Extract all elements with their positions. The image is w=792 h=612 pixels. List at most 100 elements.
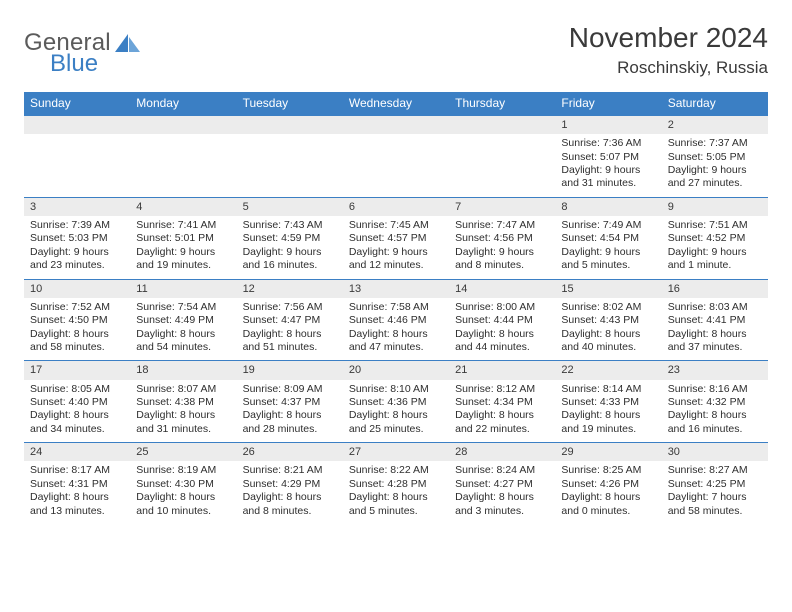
day-cell: Sunrise: 7:43 AMSunset: 4:59 PMDaylight:… xyxy=(237,216,343,279)
daylight-text: Daylight: 9 hours and 12 minutes. xyxy=(349,246,443,273)
daylight-text: Daylight: 8 hours and 22 minutes. xyxy=(455,409,549,436)
daylight-text: Daylight: 8 hours and 25 minutes. xyxy=(349,409,443,436)
sunrise-text: Sunrise: 8:17 AM xyxy=(30,464,124,477)
day-cell: Sunrise: 8:07 AMSunset: 4:38 PMDaylight:… xyxy=(130,380,236,443)
sunset-text: Sunset: 4:44 PM xyxy=(455,314,549,327)
day-number: 1 xyxy=(555,116,661,135)
calendar-table: Sunday Monday Tuesday Wednesday Thursday… xyxy=(24,92,768,524)
brand-line2: Blue xyxy=(50,51,111,76)
sunset-text: Sunset: 5:01 PM xyxy=(136,232,230,245)
sunset-text: Sunset: 4:56 PM xyxy=(455,232,549,245)
sunset-text: Sunset: 4:25 PM xyxy=(668,478,762,491)
sunset-text: Sunset: 4:46 PM xyxy=(349,314,443,327)
sunrise-text: Sunrise: 7:51 AM xyxy=(668,219,762,232)
day-cell: Sunrise: 7:39 AMSunset: 5:03 PMDaylight:… xyxy=(24,216,130,279)
daylight-text: Daylight: 8 hours and 58 minutes. xyxy=(30,328,124,355)
daylight-text: Daylight: 9 hours and 5 minutes. xyxy=(561,246,655,273)
day-cell: Sunrise: 8:19 AMSunset: 4:30 PMDaylight:… xyxy=(130,461,236,524)
day-number: 17 xyxy=(24,361,130,380)
day-number: 14 xyxy=(449,279,555,298)
day-number: 26 xyxy=(237,443,343,462)
weekday-header: Saturday xyxy=(662,92,768,116)
sunrise-text: Sunrise: 8:03 AM xyxy=(668,301,762,314)
day-cell: Sunrise: 8:02 AMSunset: 4:43 PMDaylight:… xyxy=(555,298,661,361)
weekday-header: Thursday xyxy=(449,92,555,116)
day-cell: Sunrise: 7:47 AMSunset: 4:56 PMDaylight:… xyxy=(449,216,555,279)
day-cell: Sunrise: 8:25 AMSunset: 4:26 PMDaylight:… xyxy=(555,461,661,524)
day-cell xyxy=(343,134,449,197)
weekday-header: Sunday xyxy=(24,92,130,116)
day-info-row: Sunrise: 8:17 AMSunset: 4:31 PM Daylight:… xyxy=(24,461,768,524)
sunrise-text: Sunrise: 8:27 AM xyxy=(668,464,762,477)
day-cell: Sunrise: 8:03 AMSunset: 4:41 PMDaylight:… xyxy=(662,298,768,361)
day-cell: Sunrise: 7:49 AMSunset: 4:54 PMDaylight:… xyxy=(555,216,661,279)
sunset-text: Sunset: 4:28 PM xyxy=(349,478,443,491)
day-number xyxy=(237,116,343,135)
brand-logo: General Blue xyxy=(24,22,141,76)
day-cell: Sunrise: 8:05 AMSunset: 4:40 PMDaylight:… xyxy=(24,380,130,443)
day-cell: Sunrise: 8:22 AMSunset: 4:28 PMDaylight:… xyxy=(343,461,449,524)
sunrise-text: Sunrise: 7:47 AM xyxy=(455,219,549,232)
sunrise-text: Sunrise: 8:05 AM xyxy=(30,383,124,396)
day-cell: Sunrise: 7:45 AMSunset: 4:57 PMDaylight:… xyxy=(343,216,449,279)
day-cell xyxy=(24,134,130,197)
sunset-text: Sunset: 4:59 PM xyxy=(243,232,337,245)
day-cell: Sunrise: 7:54 AMSunset: 4:49 PMDaylight:… xyxy=(130,298,236,361)
header: General Blue November 2024 Roschinskiy, … xyxy=(24,22,768,78)
day-cell: Sunrise: 7:52 AMSunset: 4:50 PMDaylight:… xyxy=(24,298,130,361)
daynum-row: 12 xyxy=(24,116,768,135)
day-cell: Sunrise: 8:14 AMSunset: 4:33 PMDaylight:… xyxy=(555,380,661,443)
day-number: 24 xyxy=(24,443,130,462)
day-cell: Sunrise: 8:24 AMSunset: 4:27 PMDaylight:… xyxy=(449,461,555,524)
day-number: 8 xyxy=(555,197,661,216)
sunrise-text: Sunrise: 8:02 AM xyxy=(561,301,655,314)
day-number: 21 xyxy=(449,361,555,380)
sunset-text: Sunset: 5:03 PM xyxy=(30,232,124,245)
daylight-text: Daylight: 9 hours and 27 minutes. xyxy=(668,164,762,191)
sunrise-text: Sunrise: 8:19 AM xyxy=(136,464,230,477)
location-label: Roschinskiy, Russia xyxy=(569,58,768,78)
daylight-text: Daylight: 8 hours and 3 minutes. xyxy=(455,491,549,518)
day-cell: Sunrise: 8:16 AMSunset: 4:32 PMDaylight:… xyxy=(662,380,768,443)
sunrise-text: Sunrise: 8:14 AM xyxy=(561,383,655,396)
sunset-text: Sunset: 4:32 PM xyxy=(668,396,762,409)
sunrise-text: Sunrise: 8:22 AM xyxy=(349,464,443,477)
sunrise-text: Sunrise: 7:52 AM xyxy=(30,301,124,314)
day-info-row: Sunrise: 8:05 AMSunset: 4:40 PMDaylight:… xyxy=(24,380,768,443)
sunrise-text: Sunrise: 7:45 AM xyxy=(349,219,443,232)
day-cell: Sunrise: 8:09 AMSunset: 4:37 PMDaylight:… xyxy=(237,380,343,443)
day-cell: Sunrise: 7:36 AMSunset: 5:07 PMDaylight:… xyxy=(555,134,661,197)
sunrise-text: Sunrise: 7:37 AM xyxy=(668,137,762,150)
sunrise-text: Sunrise: 8:21 AM xyxy=(243,464,337,477)
sunset-text: Sunset: 4:37 PM xyxy=(243,396,337,409)
sunrise-text: Sunrise: 8:24 AM xyxy=(455,464,549,477)
daylight-text: Daylight: 8 hours and 51 minutes. xyxy=(243,328,337,355)
sunrise-text: Sunrise: 8:09 AM xyxy=(243,383,337,396)
sunset-text: Sunset: 4:31 PM xyxy=(30,478,124,491)
weekday-header: Friday xyxy=(555,92,661,116)
sunset-text: Sunset: 4:29 PM xyxy=(243,478,337,491)
weekday-header: Monday xyxy=(130,92,236,116)
brand-sail-icon xyxy=(115,34,141,61)
day-number xyxy=(343,116,449,135)
sunrise-text: Sunrise: 7:36 AM xyxy=(561,137,655,150)
day-number: 22 xyxy=(555,361,661,380)
day-number: 12 xyxy=(237,279,343,298)
daylight-text: Daylight: 8 hours and 5 minutes. xyxy=(349,491,443,518)
day-number: 16 xyxy=(662,279,768,298)
weekday-header-row: Sunday Monday Tuesday Wednesday Thursday… xyxy=(24,92,768,116)
daylight-text: Daylight: 9 hours and 8 minutes. xyxy=(455,246,549,273)
day-number: 19 xyxy=(237,361,343,380)
day-info-row: Sunrise: 7:52 AMSunset: 4:50 PMDaylight:… xyxy=(24,298,768,361)
day-number: 4 xyxy=(130,197,236,216)
day-number: 15 xyxy=(555,279,661,298)
day-number: 11 xyxy=(130,279,236,298)
day-cell: Sunrise: 8:12 AMSunset: 4:34 PMDaylight:… xyxy=(449,380,555,443)
weekday-header: Wednesday xyxy=(343,92,449,116)
daynum-row: 3456789 xyxy=(24,197,768,216)
sunrise-text: Sunrise: 7:49 AM xyxy=(561,219,655,232)
sunrise-text: Sunrise: 8:00 AM xyxy=(455,301,549,314)
daylight-text: Daylight: 8 hours and 8 minutes. xyxy=(243,491,337,518)
daylight-text: Daylight: 8 hours and 37 minutes. xyxy=(668,328,762,355)
day-number: 2 xyxy=(662,116,768,135)
